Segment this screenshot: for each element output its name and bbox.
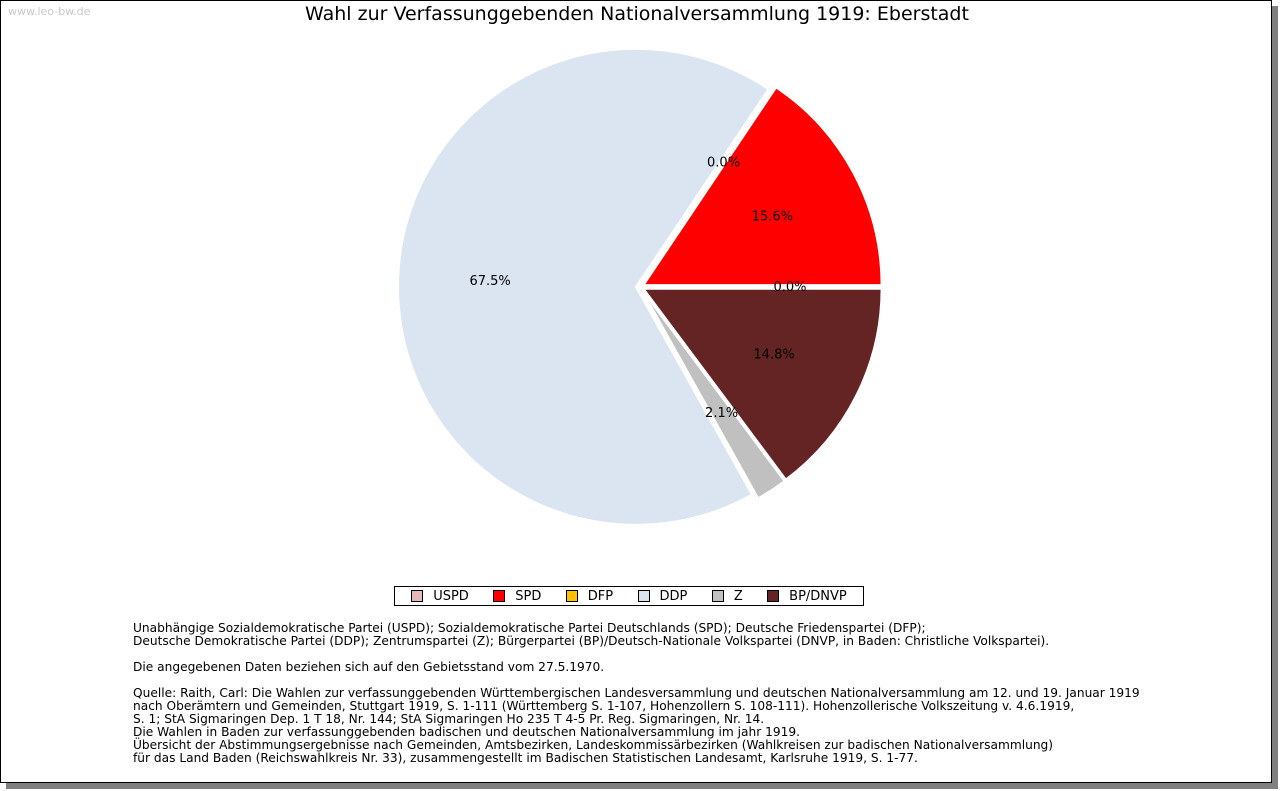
notes-line: S. 1; StA Sigmaringen Dep. 1 T 18, Nr. 1… bbox=[133, 712, 765, 726]
legend-item-bp-dnvp: BP/DNVP bbox=[767, 589, 847, 604]
pie-label-dfp: 0.0% bbox=[707, 155, 740, 170]
legend-label-dfp: DFP bbox=[587, 588, 614, 604]
notes-line: Die Wahlen in Baden zur verfassunggebend… bbox=[133, 725, 800, 739]
notes: Unabhängige Sozialdemokratische Partei (… bbox=[133, 622, 1140, 765]
legend-label-bp-dnvp: BP/DNVP bbox=[789, 588, 847, 604]
legend-swatch-dfp bbox=[565, 590, 578, 602]
legend-swatch-z bbox=[711, 590, 724, 602]
legend-swatch-uspd bbox=[411, 590, 424, 602]
notes-line: Quelle: Raith, Carl: Die Wahlen zur verf… bbox=[133, 686, 1140, 700]
pie-chart: 14.8% 2.1% 67.5% 0.0% 15.6% 0.0% bbox=[397, 47, 883, 526]
pie-label-uspd: 0.0% bbox=[773, 280, 806, 295]
notes-line: Deutsche Demokratische Partei (DDP); Zen… bbox=[133, 634, 1050, 648]
notes-line: Übersicht der Abstimmungsergebnisse nach… bbox=[133, 738, 1054, 752]
pie-label-z: 2.1% bbox=[705, 406, 738, 421]
pie-slice-z bbox=[641, 289, 786, 500]
pie-label-spd: 15.6% bbox=[752, 209, 793, 224]
legend-swatch-spd bbox=[493, 590, 506, 602]
legend-item-ddp: DDP bbox=[637, 588, 688, 604]
notes-line: Unabhängige Sozialdemokratische Partei (… bbox=[133, 621, 926, 635]
legend-item-uspd: USPD bbox=[411, 589, 469, 604]
notes-line: für das Land Baden (Reichswahlkreis Nr. … bbox=[133, 751, 918, 765]
pie-slice-bp-dnvp bbox=[641, 287, 883, 481]
pie-label-bp-dnvp: 14.8% bbox=[753, 347, 794, 362]
notes-line: Die angegebenen Daten beziehen sich auf … bbox=[133, 660, 605, 674]
legend-label-spd: SPD bbox=[515, 588, 542, 604]
legend-item-spd: SPD bbox=[493, 589, 541, 604]
legend-swatch-bp-dnvp bbox=[767, 590, 780, 602]
chart-title: Wahl zur Verfassunggebenden Nationalvers… bbox=[305, 3, 969, 25]
pie-label-ddp: 67.5% bbox=[469, 274, 510, 289]
watermark: www.leo-bw.de bbox=[8, 5, 91, 18]
legend: USPD SPD DFP DDP Z BP/DNVP bbox=[394, 586, 864, 606]
legend-label-z: Z bbox=[733, 588, 743, 604]
legend-swatch-ddp bbox=[637, 590, 650, 602]
legend-item-z: Z bbox=[711, 588, 743, 604]
pie-slice-spd bbox=[641, 86, 883, 287]
pie-slice-ddp bbox=[397, 47, 770, 526]
legend-label-ddp: DDP bbox=[659, 588, 688, 604]
legend-item-dfp: DFP bbox=[565, 588, 614, 604]
legend-label-uspd: USPD bbox=[433, 588, 469, 604]
notes-line: nach Oberämtern und Gemeinden, Stuttgart… bbox=[133, 699, 1075, 713]
